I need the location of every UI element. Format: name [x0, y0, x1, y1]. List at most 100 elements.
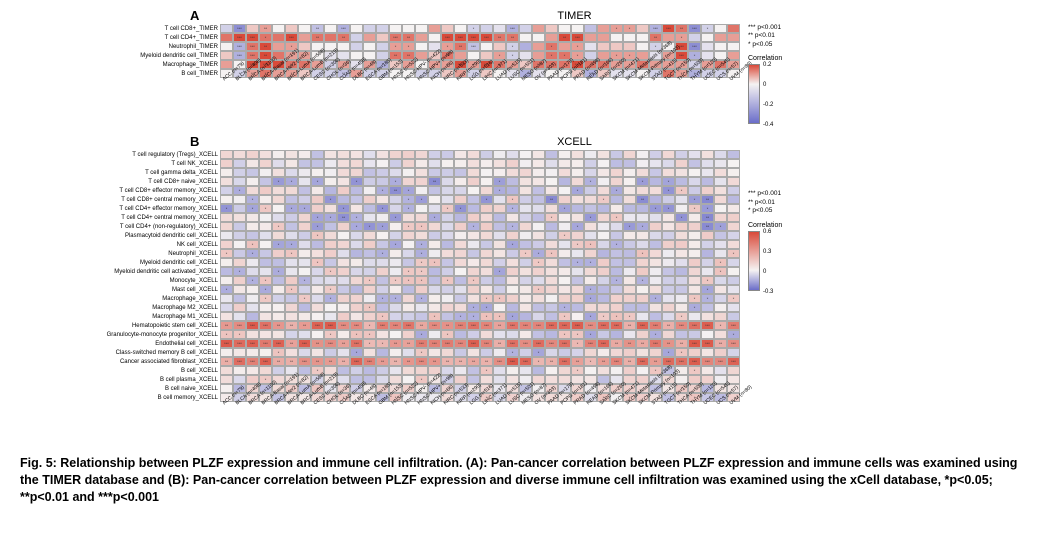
heatmap-cell: ***	[701, 357, 714, 366]
heatmap-cell	[571, 231, 584, 240]
heatmap-cell	[298, 303, 311, 312]
heatmap-cell	[714, 150, 727, 159]
heatmap-cell	[402, 249, 415, 258]
heatmap-cell	[545, 222, 558, 231]
heatmap-cell: *	[623, 222, 636, 231]
heatmap-cell: *	[272, 267, 285, 276]
heatmap-cell	[636, 186, 649, 195]
heatmap-cell	[376, 303, 389, 312]
heatmap-cell	[545, 24, 558, 33]
heatmap-cell	[662, 168, 675, 177]
heatmap-cell	[688, 258, 701, 267]
heatmap-cell	[285, 213, 298, 222]
heatmap-cell	[441, 303, 454, 312]
heatmap-cell	[519, 258, 532, 267]
heatmap-cell	[727, 222, 740, 231]
heatmap-cell	[610, 231, 623, 240]
heatmap-cell	[285, 168, 298, 177]
heatmap-cell	[363, 267, 376, 276]
heatmap-cell	[714, 285, 727, 294]
heatmap-cell	[311, 285, 324, 294]
heatmap-cell: *	[506, 42, 519, 51]
heatmap-cell: **	[389, 339, 402, 348]
heatmap-cell: *	[571, 339, 584, 348]
heatmap-cell	[597, 267, 610, 276]
heatmap-cell	[519, 213, 532, 222]
heatmap-cell	[558, 258, 571, 267]
heatmap-cell: *	[675, 213, 688, 222]
heatmap-cell	[298, 285, 311, 294]
heatmap-cell	[376, 195, 389, 204]
colorbar-a: 0.2 0 -0.2 -0.4	[748, 64, 760, 124]
heatmap-cell: **	[701, 213, 714, 222]
heatmap-cell	[584, 348, 597, 357]
heatmap-cell	[636, 240, 649, 249]
heatmap-cell: *	[298, 204, 311, 213]
heatmap-cell	[298, 231, 311, 240]
heatmap-cell	[350, 24, 363, 33]
heatmap-cell: **	[311, 357, 324, 366]
heatmap-cell	[246, 330, 259, 339]
heatmap-cell: **	[636, 339, 649, 348]
heatmap-cell	[220, 294, 233, 303]
heatmap-cell: *	[246, 195, 259, 204]
heatmap-cell: *	[584, 240, 597, 249]
heatmap-cell	[233, 375, 246, 384]
row-label: T cell CD8+_TIMER	[165, 24, 218, 33]
heatmap-cell	[467, 330, 480, 339]
row-label: Macrophage M2_XCELL	[152, 303, 218, 312]
heatmap-cell	[259, 348, 272, 357]
heatmap-cell	[675, 159, 688, 168]
heatmap-cell	[454, 168, 467, 177]
heatmap-cell	[584, 33, 597, 42]
heatmap-cell	[415, 168, 428, 177]
heatmap-cell: **	[337, 357, 350, 366]
heatmap-cell	[506, 213, 519, 222]
heatmap-cell	[688, 240, 701, 249]
heatmap-cell	[545, 312, 558, 321]
heatmap-cell: *	[311, 222, 324, 231]
heatmap-cell	[571, 348, 584, 357]
heatmap-cell	[545, 177, 558, 186]
heatmap-cell	[675, 231, 688, 240]
heatmap-cell	[324, 204, 337, 213]
heatmap-cell: **	[402, 33, 415, 42]
heatmap-cell	[389, 249, 402, 258]
heatmap-cell	[688, 276, 701, 285]
heatmap-cell: **	[311, 339, 324, 348]
heatmap-cell: **	[675, 24, 688, 33]
heatmap-cell	[220, 51, 233, 60]
heatmap-cell	[272, 294, 285, 303]
heatmap-cell	[662, 330, 675, 339]
heatmap-cell: *	[259, 204, 272, 213]
heatmap-cell	[636, 366, 649, 375]
heatmap-cell	[272, 303, 285, 312]
heatmap-cell: *	[324, 195, 337, 204]
heatmap-cell	[610, 150, 623, 159]
heatmap-cell: **	[714, 339, 727, 348]
heatmap-cell	[376, 150, 389, 159]
heatmap-cell: **	[337, 213, 350, 222]
heatmap-cell	[727, 204, 740, 213]
heatmap-cell	[532, 150, 545, 159]
heatmap-cell	[441, 159, 454, 168]
heatmap-cell	[480, 177, 493, 186]
heatmap-cell	[246, 258, 259, 267]
colorbar-b-title: Correlation	[748, 222, 782, 229]
heatmap-cell: *	[285, 204, 298, 213]
heatmap-cell: *	[402, 195, 415, 204]
heatmap-cell	[649, 222, 662, 231]
heatmap-cell	[220, 213, 233, 222]
heatmap-cell: ***	[506, 339, 519, 348]
heatmap-cell: *	[480, 294, 493, 303]
heatmap-cell	[662, 159, 675, 168]
heatmap-cell	[246, 267, 259, 276]
heatmap-cell	[246, 168, 259, 177]
heatmap-cell	[675, 150, 688, 159]
heatmap-cell	[636, 213, 649, 222]
heatmap-cell	[558, 294, 571, 303]
heatmap-cell: *	[480, 195, 493, 204]
heatmap-cell: *	[272, 177, 285, 186]
panel-a-legend: *** p<0.001 ** p<0.01 * p<0.05 Correlati…	[748, 24, 782, 124]
heatmap-cell: *	[259, 276, 272, 285]
